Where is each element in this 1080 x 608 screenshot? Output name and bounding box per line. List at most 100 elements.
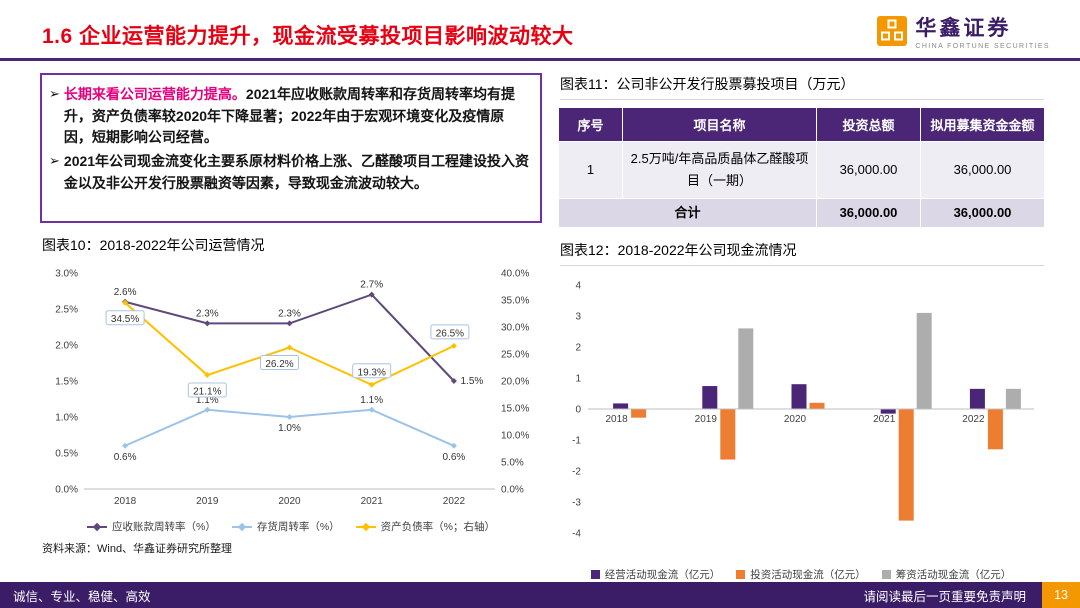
key-point-2-text: 2021年公司现金流变化主要系原材料价格上涨、乙醛酸项目工程建设投入资金以及非公…	[63, 153, 530, 191]
svg-text:2019: 2019	[196, 496, 219, 507]
bar-chart-legend: 经营活动现金流（亿元） 投资活动现金流（亿元） 筹资活动现金流（亿元）	[558, 567, 1044, 582]
legend-line-marker	[355, 522, 376, 531]
page-number: 13	[1042, 582, 1080, 608]
legend-line-marker	[86, 522, 107, 531]
main-content: ➢ 长期来看公司运营能力提高。2021年应收账款周转率和存货周转率均有提升，资产…	[0, 61, 1080, 582]
svg-text:40.0%: 40.0%	[501, 269, 529, 280]
svg-text:2.3%: 2.3%	[278, 308, 301, 319]
page-footer: 诚信、专业、稳健、高效 请阅读最后一页重要免责声明 13	[0, 582, 1080, 608]
svg-text:2022: 2022	[962, 414, 985, 425]
cell-total-raised-funds: 36,000.00	[920, 198, 1045, 229]
svg-text:2.0%: 2.0%	[55, 341, 78, 352]
source-note: 资料来源：Wind、华鑫证券研究所整理	[42, 543, 233, 555]
key-point-highlight: 长期来看公司运营能力提高。	[63, 86, 246, 102]
svg-text:1.1%: 1.1%	[196, 395, 219, 406]
svg-text:0.0%: 0.0%	[55, 485, 78, 496]
svg-text:34.5%: 34.5%	[111, 314, 139, 325]
key-point-1-text: 长期来看公司运营能力提高。2021年应收账款周转率和存货周转率均有提升，资产负债…	[64, 84, 530, 149]
svg-text:1.0%: 1.0%	[55, 413, 78, 424]
legend-item-inventory-turnover: 存货周转率（%）	[231, 519, 340, 534]
cell-project: 2.5万吨/年高品质晶体乙醛酸项目（一期）	[622, 140, 817, 200]
svg-text:15.0%: 15.0%	[501, 404, 529, 415]
operations-line-chart: 0.0% 0.5% 1.0% 1.5% 2.0% 2.5% 3.0% 0.0% 5.0% 10.0…	[55, 269, 529, 508]
svg-text:0.6%: 0.6%	[443, 452, 466, 463]
legend-label: 经营活动现金流（亿元）	[604, 569, 721, 582]
legend-square-marker	[590, 570, 600, 580]
key-points-box: ➢ 长期来看公司运营能力提高。2021年应收账款周转率和存货周转率均有提升，资产…	[40, 73, 542, 223]
key-point-2: ➢ 2021年公司现金流变化主要系原材料价格上涨、乙醛酸项目工程建设投入资金以及…	[49, 151, 530, 194]
svg-text:10.0%: 10.0%	[501, 431, 529, 442]
svg-text:0: 0	[575, 405, 581, 416]
svg-text:2018: 2018	[605, 414, 628, 425]
table-total-row: 合计 36,000.00 36,000.00	[558, 198, 1045, 229]
cashflow-bar-chart: -4 -3 -2 -1 0 1 2 3 4 2018 2019 2020 2021 2022	[572, 281, 1034, 540]
footer-disclaimer: 请阅读最后一页重要免责声明	[863, 589, 1026, 604]
chart10-caption: 图表10：2018-2022年公司运营情况	[42, 237, 265, 253]
svg-text:26.5%: 26.5%	[436, 328, 464, 339]
brand-subtitle: CHINA FORTUNE SECURITIES	[915, 43, 1050, 50]
fundraising-table: 序号 项目名称 投资总额 拟用募集资金金额 1 2.5万吨/年高品质晶体乙醛酸项…	[558, 107, 1045, 229]
svg-text:0.5%: 0.5%	[55, 449, 78, 460]
table-header-row: 序号 项目名称 投资总额 拟用募集资金金额	[558, 107, 1045, 142]
footer-motto: 诚信、专业、稳健、高效	[13, 589, 151, 604]
svg-text:2021: 2021	[361, 496, 384, 507]
bullet-arrow: ➢	[49, 86, 60, 101]
right-column: 图表11：公司非公开发行股票募投项目（万元） 序号 项目名称 投资总额 拟用募集…	[558, 69, 1045, 582]
cell-investment: 36,000.00	[816, 140, 921, 200]
svg-text:-2: -2	[572, 467, 581, 478]
col-header-investment: 投资总额	[816, 107, 921, 142]
table11-caption: 图表11：公司非公开发行股票募投项目（万元）	[560, 74, 1044, 100]
col-header-seq: 序号	[558, 107, 623, 142]
svg-text:19.3%: 19.3%	[358, 367, 386, 378]
svg-text:2020: 2020	[278, 496, 301, 507]
svg-text:26.2%: 26.2%	[265, 359, 293, 370]
header-divider	[0, 58, 1080, 61]
svg-text:2018: 2018	[114, 496, 137, 507]
svg-text:1: 1	[575, 374, 581, 385]
legend-item-operating-cashflow: 经营活动现金流（亿元）	[590, 567, 721, 582]
table-row: 1 2.5万吨/年高品质晶体乙醛酸项目（一期） 36,000.00 36,000…	[558, 140, 1045, 200]
legend-item-receivables-turnover: 应收账款周转率（%）	[86, 519, 216, 534]
svg-text:0.6%: 0.6%	[114, 452, 137, 463]
brand-text: 华鑫证券 CHINA FORTUNE SECURITIES	[915, 12, 1050, 50]
svg-text:21.1%: 21.1%	[193, 387, 221, 398]
brand-name: 华鑫证券	[915, 17, 1012, 40]
svg-text:2.3%: 2.3%	[196, 308, 219, 319]
left-column: ➢ 长期来看公司运营能力提高。2021年应收账款周转率和存货周转率均有提升，资产…	[40, 69, 542, 582]
svg-text:2: 2	[575, 343, 581, 354]
line-chart-legend: 应收账款周转率（%） 存货周转率（%） 资产负债率（%；右轴）	[40, 519, 542, 534]
key-point-body: 2021年应收账款周转率和存货周转率均有提升，资产负债率较2020年下降显著；2…	[63, 86, 516, 146]
legend-square-marker	[736, 570, 746, 580]
svg-text:20.0%: 20.0%	[501, 377, 529, 388]
svg-text:2.7%: 2.7%	[360, 280, 383, 291]
svg-text:25.0%: 25.0%	[501, 350, 529, 361]
key-point-1: ➢ 长期来看公司运营能力提高。2021年应收账款周转率和存货周转率均有提升，资产…	[49, 84, 530, 149]
legend-label: 存货周转率（%）	[256, 521, 340, 533]
svg-text:-3: -3	[572, 498, 581, 509]
legend-square-marker	[881, 570, 891, 580]
bullet-arrow: ➢	[49, 153, 60, 169]
svg-text:1.1%: 1.1%	[360, 395, 383, 406]
legend-item-investing-cashflow: 投资活动现金流（亿元）	[736, 567, 866, 582]
legend-label: 资产负债率（%；右轴）	[380, 521, 496, 533]
report-page: 1.6 企业运营能力提升，现金流受募投项目影响波动较大 华鑫证券 CHINA F…	[0, 12, 1080, 608]
svg-text:35.0%: 35.0%	[501, 296, 529, 307]
col-header-raised-funds: 拟用募集资金金额	[920, 107, 1045, 142]
svg-text:2020: 2020	[784, 414, 807, 425]
svg-text:4: 4	[575, 281, 581, 292]
legend-label: 投资活动现金流（亿元）	[750, 569, 866, 582]
legend-label: 应收账款周转率（%）	[111, 521, 216, 533]
brand-logo: 华鑫证券 CHINA FORTUNE SECURITIES	[876, 12, 1050, 50]
cell-total-label: 合计	[558, 198, 817, 229]
cell-seq: 1	[558, 140, 623, 200]
col-header-project: 项目名称	[622, 107, 817, 142]
svg-text:0.0%: 0.0%	[501, 485, 524, 496]
svg-text:2.6%: 2.6%	[114, 287, 137, 298]
chart12-caption: 图表12：2018-2022年公司现金流情况	[560, 240, 1044, 267]
svg-text:2.5%: 2.5%	[55, 305, 78, 316]
svg-text:30.0%: 30.0%	[501, 323, 529, 334]
svg-text:1.5%: 1.5%	[55, 377, 78, 388]
svg-text:3.0%: 3.0%	[55, 269, 78, 280]
svg-text:1.5%: 1.5%	[461, 376, 484, 387]
svg-text:-4: -4	[572, 529, 581, 540]
